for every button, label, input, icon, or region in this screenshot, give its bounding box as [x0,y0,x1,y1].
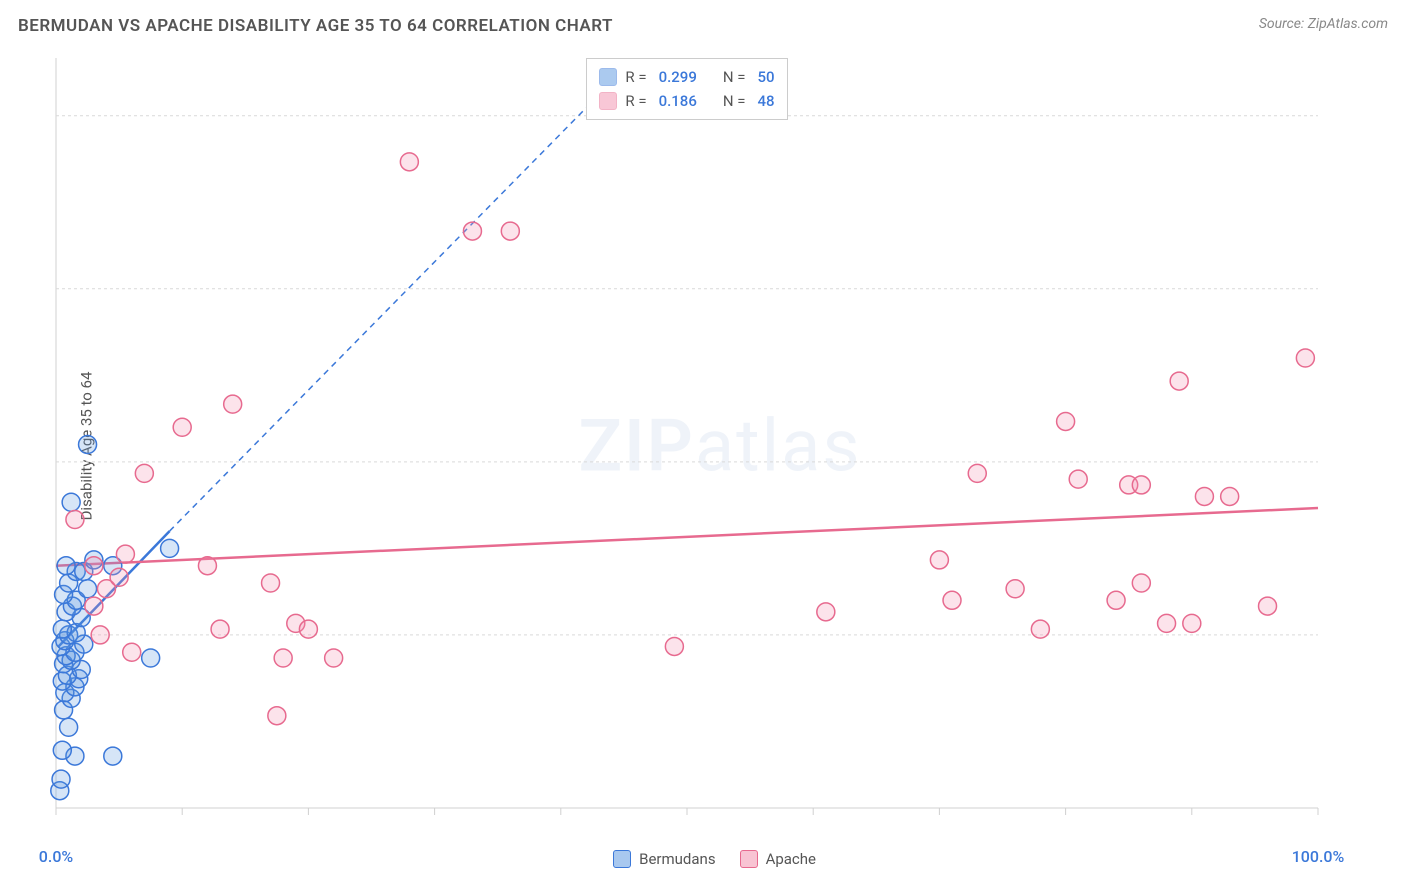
legend-item: Apache [740,850,816,868]
legend-series: Bermudans Apache [613,850,816,868]
legend-item: Bermudans [613,850,715,868]
legend-stat-row: R = 0.299 N = 50 [599,65,774,89]
chart-plot-area: ZIPatlas R =0.299N =50R =0.186N =48 Berm… [52,52,1388,840]
x-tick-label: 0.0% [39,847,73,866]
legend-correlation-stats: R = 0.299 N = 50 R = 0.186 N = 48 [586,58,787,120]
chart-title: BERMUDAN VS APACHE DISABILITY AGE 35 TO … [18,16,613,36]
source-attribution: Source: ZipAtlas.com [1259,16,1388,32]
swatch-icon [599,92,617,110]
r-label: R = [625,65,646,89]
swatch-icon [740,850,758,868]
legend-label: Apache [766,850,816,868]
r-value: 0.186 [659,89,697,113]
n-label: N = [723,65,746,89]
n-value: 50 [758,65,775,89]
r-value: 0.299 [659,65,697,89]
r-label: R = [625,89,646,113]
scatter-plot-svg [52,52,1388,840]
swatch-icon [599,68,617,86]
swatch-icon [613,850,631,868]
x-tick-label: 100.0% [1292,847,1345,866]
legend-label: Bermudans [639,850,715,868]
n-label: N = [723,89,746,113]
n-value: 48 [758,89,775,113]
legend-stat-row: R = 0.186 N = 48 [599,89,774,113]
